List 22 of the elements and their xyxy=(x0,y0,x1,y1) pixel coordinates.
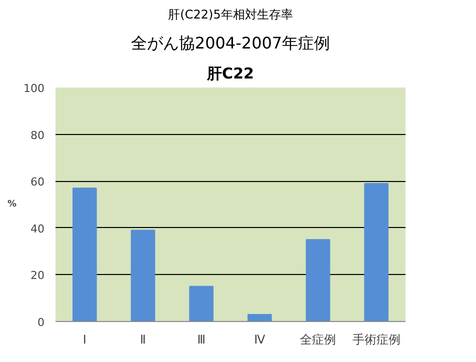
bar xyxy=(364,182,388,322)
chart-subtitle: 全がん協2004-2007年症例 xyxy=(130,34,330,52)
text: 肝C22 xyxy=(206,64,254,82)
bar xyxy=(306,239,330,322)
y-tick-label: 80 xyxy=(30,128,45,142)
chart-title: 肝(C22)5年相対生存率 xyxy=(168,8,293,22)
bar xyxy=(189,286,214,322)
bar xyxy=(130,230,156,322)
bar xyxy=(248,314,272,322)
y-tick-label: 0 xyxy=(38,316,44,329)
y-tick-label: 60 xyxy=(30,176,45,189)
y-axis-title: % xyxy=(7,200,17,210)
bar xyxy=(72,188,97,322)
y-tick-label: 40 xyxy=(30,222,45,236)
y-tick-label: 100 xyxy=(24,82,45,95)
y-tick-label: 20 xyxy=(30,269,45,282)
x-tick-label: 全症例 xyxy=(300,332,336,346)
x-tick-label: Ⅰ xyxy=(82,332,86,346)
x-tick-label: Ⅲ xyxy=(197,332,206,346)
x-tick-label: Ⅱ xyxy=(140,332,146,346)
x-tick-label: 手術症例 xyxy=(352,332,400,346)
x-tick-label: Ⅳ xyxy=(254,332,266,346)
